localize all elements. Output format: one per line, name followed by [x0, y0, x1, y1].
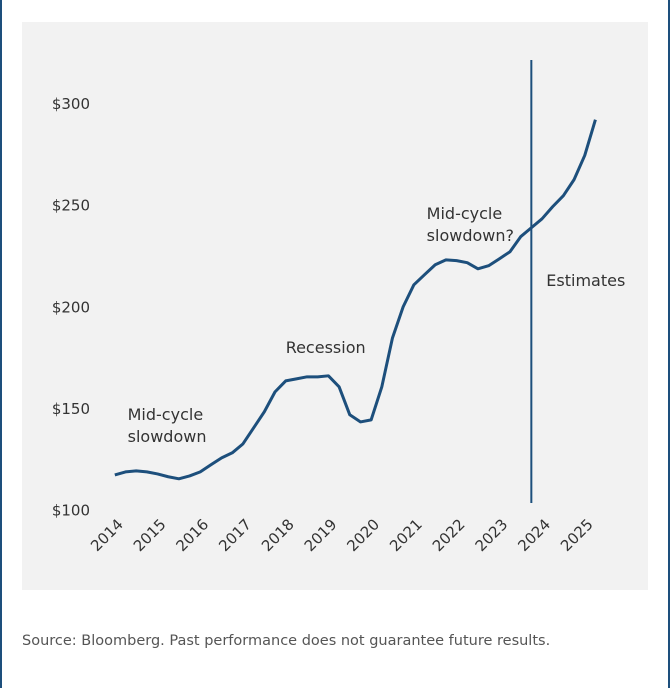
y-tick-label: $100 [52, 501, 90, 519]
source-note: Source: Bloomberg. Past performance does… [22, 633, 550, 649]
y-tick-label: $250 [52, 197, 90, 215]
annotation: Mid-cycle [128, 405, 204, 424]
line-series [114, 119, 597, 481]
y-tick-label: $300 [52, 95, 90, 113]
annotation: Mid-cycle [427, 204, 503, 223]
y-tick-label: $200 [52, 298, 90, 316]
plot-panel [22, 22, 648, 590]
annotation: Recession [286, 338, 366, 357]
y-tick-label: $150 [52, 400, 90, 418]
annotation: slowdown? [427, 226, 514, 245]
annotation: Estimates [546, 271, 625, 290]
annotation: slowdown [128, 427, 207, 446]
